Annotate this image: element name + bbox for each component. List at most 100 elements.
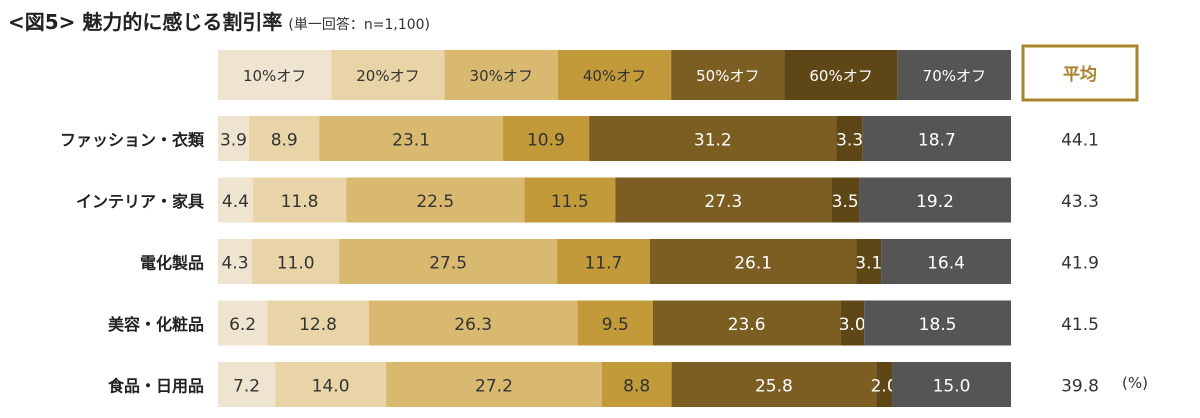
legend-label: 10%オフ xyxy=(243,67,306,85)
legend-label: 30%オフ xyxy=(470,67,533,85)
data-label: 16.4 xyxy=(927,254,965,274)
data-label: 15.0 xyxy=(933,377,971,397)
bar-segment xyxy=(346,177,525,223)
average-value: 44.1 xyxy=(1061,131,1099,151)
data-label: 3.5 xyxy=(832,192,859,212)
bar-segment xyxy=(856,239,882,284)
bar-segment xyxy=(386,362,602,407)
title-subtitle: (単一回答：n=1,100) xyxy=(288,17,431,33)
category-label: 食品・日用品 xyxy=(107,377,204,396)
data-label: 14.0 xyxy=(312,377,350,397)
legend-swatch xyxy=(897,50,1011,100)
category-label: 美容・化粧品 xyxy=(108,315,204,334)
legend-swatch xyxy=(671,50,785,100)
data-label: 18.7 xyxy=(918,131,956,151)
average-header-label: 平均 xyxy=(1063,64,1097,85)
data-label: 8.9 xyxy=(271,131,298,151)
average-value: 39.8 xyxy=(1061,377,1099,397)
bar-segment xyxy=(524,177,616,223)
data-label: 3.0 xyxy=(839,315,866,335)
category-label: インテリア・家具 xyxy=(76,192,204,211)
bar-segment xyxy=(615,177,832,223)
data-label: 3.9 xyxy=(220,131,247,151)
category-label: 電化製品 xyxy=(140,254,204,273)
data-label: 23.6 xyxy=(728,315,766,335)
legend-swatch xyxy=(444,50,558,100)
bar-segment xyxy=(601,362,672,407)
average-value: 43.3 xyxy=(1061,192,1099,212)
data-label: 27.2 xyxy=(475,377,513,397)
data-label: 3.3 xyxy=(836,131,863,151)
data-label: 18.5 xyxy=(919,315,957,335)
bar-segment xyxy=(876,362,893,407)
data-label: 2.0 xyxy=(871,377,898,397)
legend-swatch xyxy=(784,50,898,100)
data-label: 27.3 xyxy=(704,192,742,212)
average-header-box xyxy=(1021,44,1139,102)
legend-label: 60%オフ xyxy=(809,67,872,85)
data-label: 19.2 xyxy=(916,192,954,212)
data-label: 26.3 xyxy=(454,315,492,335)
bar-segment xyxy=(831,177,860,223)
bar-segment xyxy=(577,300,653,346)
data-label: 3.1 xyxy=(855,254,882,274)
data-label: 11.8 xyxy=(281,192,319,212)
legend-label: 40%オフ xyxy=(583,67,646,85)
bar-segment xyxy=(368,300,578,346)
data-label: 10.9 xyxy=(527,131,565,151)
bar-segment xyxy=(881,239,1011,284)
data-label: 11.7 xyxy=(584,254,622,274)
bar-segment xyxy=(252,177,347,223)
bar-segment xyxy=(218,300,268,346)
data-label: 27.5 xyxy=(429,254,467,274)
category-label: ファッション・衣類 xyxy=(60,131,205,150)
data-label: 26.1 xyxy=(734,254,772,274)
bar-segment xyxy=(671,362,877,407)
title-text: <図5> 魅力的に感じる割引率 xyxy=(8,10,283,34)
legend-label: 70%オフ xyxy=(923,67,986,85)
bar-segment xyxy=(218,116,249,161)
bar-segment xyxy=(862,116,1011,161)
data-label: 4.4 xyxy=(222,192,249,212)
bar-segment xyxy=(218,177,253,223)
data-label: 25.8 xyxy=(755,377,793,397)
bar-segment xyxy=(502,116,590,161)
data-label: 4.3 xyxy=(222,254,249,274)
bar-segment xyxy=(649,239,857,284)
data-label: 7.2 xyxy=(233,377,260,397)
bar-segment xyxy=(248,116,320,161)
bar-segment xyxy=(589,116,837,161)
data-label: 8.8 xyxy=(623,377,650,397)
data-label: 23.1 xyxy=(392,131,430,151)
bar-segment xyxy=(218,239,253,284)
bar-segment xyxy=(652,300,841,346)
bar-segment xyxy=(252,239,340,284)
average-value: 41.9 xyxy=(1061,254,1099,274)
bar-segment xyxy=(836,116,863,161)
data-label: 9.5 xyxy=(602,315,629,335)
data-label: 12.8 xyxy=(299,315,337,335)
bar-segment xyxy=(218,362,276,407)
bar-segment xyxy=(267,300,369,346)
bar-segment xyxy=(864,300,1011,346)
legend-swatch xyxy=(331,50,445,100)
legend-swatch xyxy=(218,50,332,100)
data-label: 11.0 xyxy=(277,254,315,274)
bar-segment xyxy=(319,116,503,161)
unit-label: (%) xyxy=(1122,374,1148,392)
data-label: 11.5 xyxy=(551,192,589,212)
legend-label: 50%オフ xyxy=(696,67,759,85)
legend-label: 20%オフ xyxy=(356,67,419,85)
bar-segment xyxy=(339,239,558,284)
average-value: 41.5 xyxy=(1061,315,1099,335)
bar-segment xyxy=(859,177,1011,223)
bar-segment xyxy=(557,239,650,284)
bar-segment xyxy=(840,300,865,346)
bar-segment xyxy=(892,362,1011,407)
legend-swatch xyxy=(557,50,672,100)
data-label: 6.2 xyxy=(229,315,256,335)
chart-title: <図5> 魅力的に感じる割引率 (単一回答：n=1,100) xyxy=(8,6,430,35)
data-label: 31.2 xyxy=(694,131,732,151)
bar-segment xyxy=(275,362,387,407)
